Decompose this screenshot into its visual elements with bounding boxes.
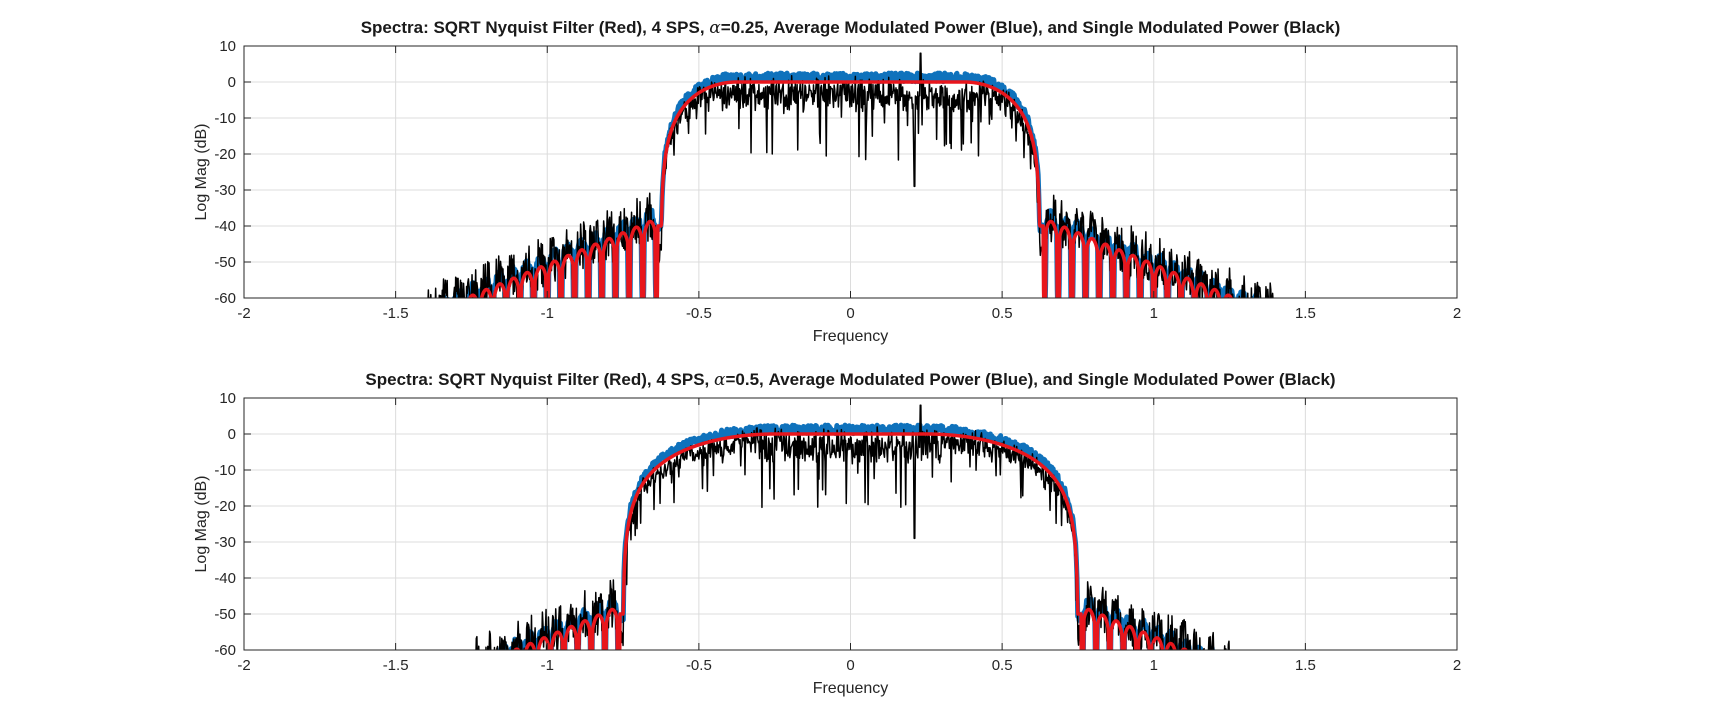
x-tick-label: 2: [1453, 305, 1461, 322]
x-tick-label: -2: [237, 657, 250, 674]
title-alpha-symbol: α: [709, 18, 721, 38]
x-tick-label: 1.5: [1295, 305, 1316, 322]
series-group: [427, 52, 1274, 298]
series-average-modulated-power: [484, 422, 1216, 650]
series-sqrt-nyquist-filter: [468, 80, 1233, 298]
x-tick-label: 0.5: [992, 657, 1013, 674]
x-tick-label: 0.5: [992, 305, 1013, 322]
y-axis-label: Log Mag (dB): [193, 124, 210, 221]
x-tick-label: -0.5: [686, 657, 712, 674]
y-tick-label: -10: [214, 462, 236, 479]
subplot-top: -2 -1.5 -1 -0.5 0 0.5 1 1.5 2 10 0 -10 -20 -30 -40 -50 -…: [193, 18, 1461, 345]
chart-title: Spectra: SQRT Nyquist Filter (Red), 4 SP…: [365, 370, 1335, 390]
series-sqrt-nyquist-filter: [513, 432, 1188, 650]
y-tick-label: 0: [228, 74, 236, 91]
y-tick-label: -60: [214, 290, 236, 307]
y-tick-label: 10: [219, 390, 236, 407]
title-alpha-value: =0.25: [721, 18, 764, 37]
subplot-bottom: -2 -1.5 -1 -0.5 0 0.5 1 1.5 2 10 0 -10 -20 -30 -40 -50 -…: [193, 370, 1461, 697]
y-tick-label: 0: [228, 426, 236, 443]
y-tick-label: -20: [214, 498, 236, 515]
x-tick-label: -1.5: [383, 305, 409, 322]
y-tick-label: -40: [214, 218, 236, 235]
title-main: Spectra: SQRT Nyquist Filter (Red), 4 SP…: [361, 18, 710, 37]
x-tick-label: 2: [1453, 657, 1461, 674]
chart-title: Spectra: SQRT Nyquist Filter (Red), 4 SP…: [361, 18, 1341, 38]
y-tick-label: -20: [214, 146, 236, 163]
y-tick-label: -60: [214, 642, 236, 659]
y-tick-label: -10: [214, 110, 236, 127]
title-rest: , Average Modulated Power (Blue), and Si…: [759, 370, 1336, 389]
y-tick-label: -50: [214, 606, 236, 623]
x-tick-label: 0: [846, 305, 854, 322]
title-alpha-value: =0.5: [725, 370, 759, 389]
x-tick-label: -1.5: [383, 657, 409, 674]
x-tick-label: -0.5: [686, 305, 712, 322]
y-axis-label: Log Mag (dB): [193, 476, 210, 573]
y-tick-label: 10: [219, 38, 236, 55]
y-tick-label: -30: [214, 182, 236, 199]
y-tick-label: -50: [214, 254, 236, 271]
series-single-modulated-power: [427, 52, 1274, 298]
x-tick-label: 1.5: [1295, 657, 1316, 674]
y-tick-label: -30: [214, 534, 236, 551]
title-rest: , Average Modulated Power (Blue), and Si…: [764, 18, 1341, 37]
x-axis-label: Frequency: [813, 680, 889, 697]
title-main: Spectra: SQRT Nyquist Filter (Red), 4 SP…: [365, 370, 714, 389]
x-tick-label: -1: [541, 657, 554, 674]
x-tick-label: 1: [1150, 305, 1158, 322]
x-tick-label: 0: [846, 657, 854, 674]
x-axis-label: Frequency: [813, 328, 889, 345]
y-tick-label: -40: [214, 570, 236, 587]
title-alpha-symbol: α: [714, 370, 726, 390]
x-tick-label: 1: [1150, 657, 1158, 674]
x-tick-label: -2: [237, 305, 250, 322]
series-group: [450, 404, 1230, 650]
x-tick-label: -1: [541, 305, 554, 322]
